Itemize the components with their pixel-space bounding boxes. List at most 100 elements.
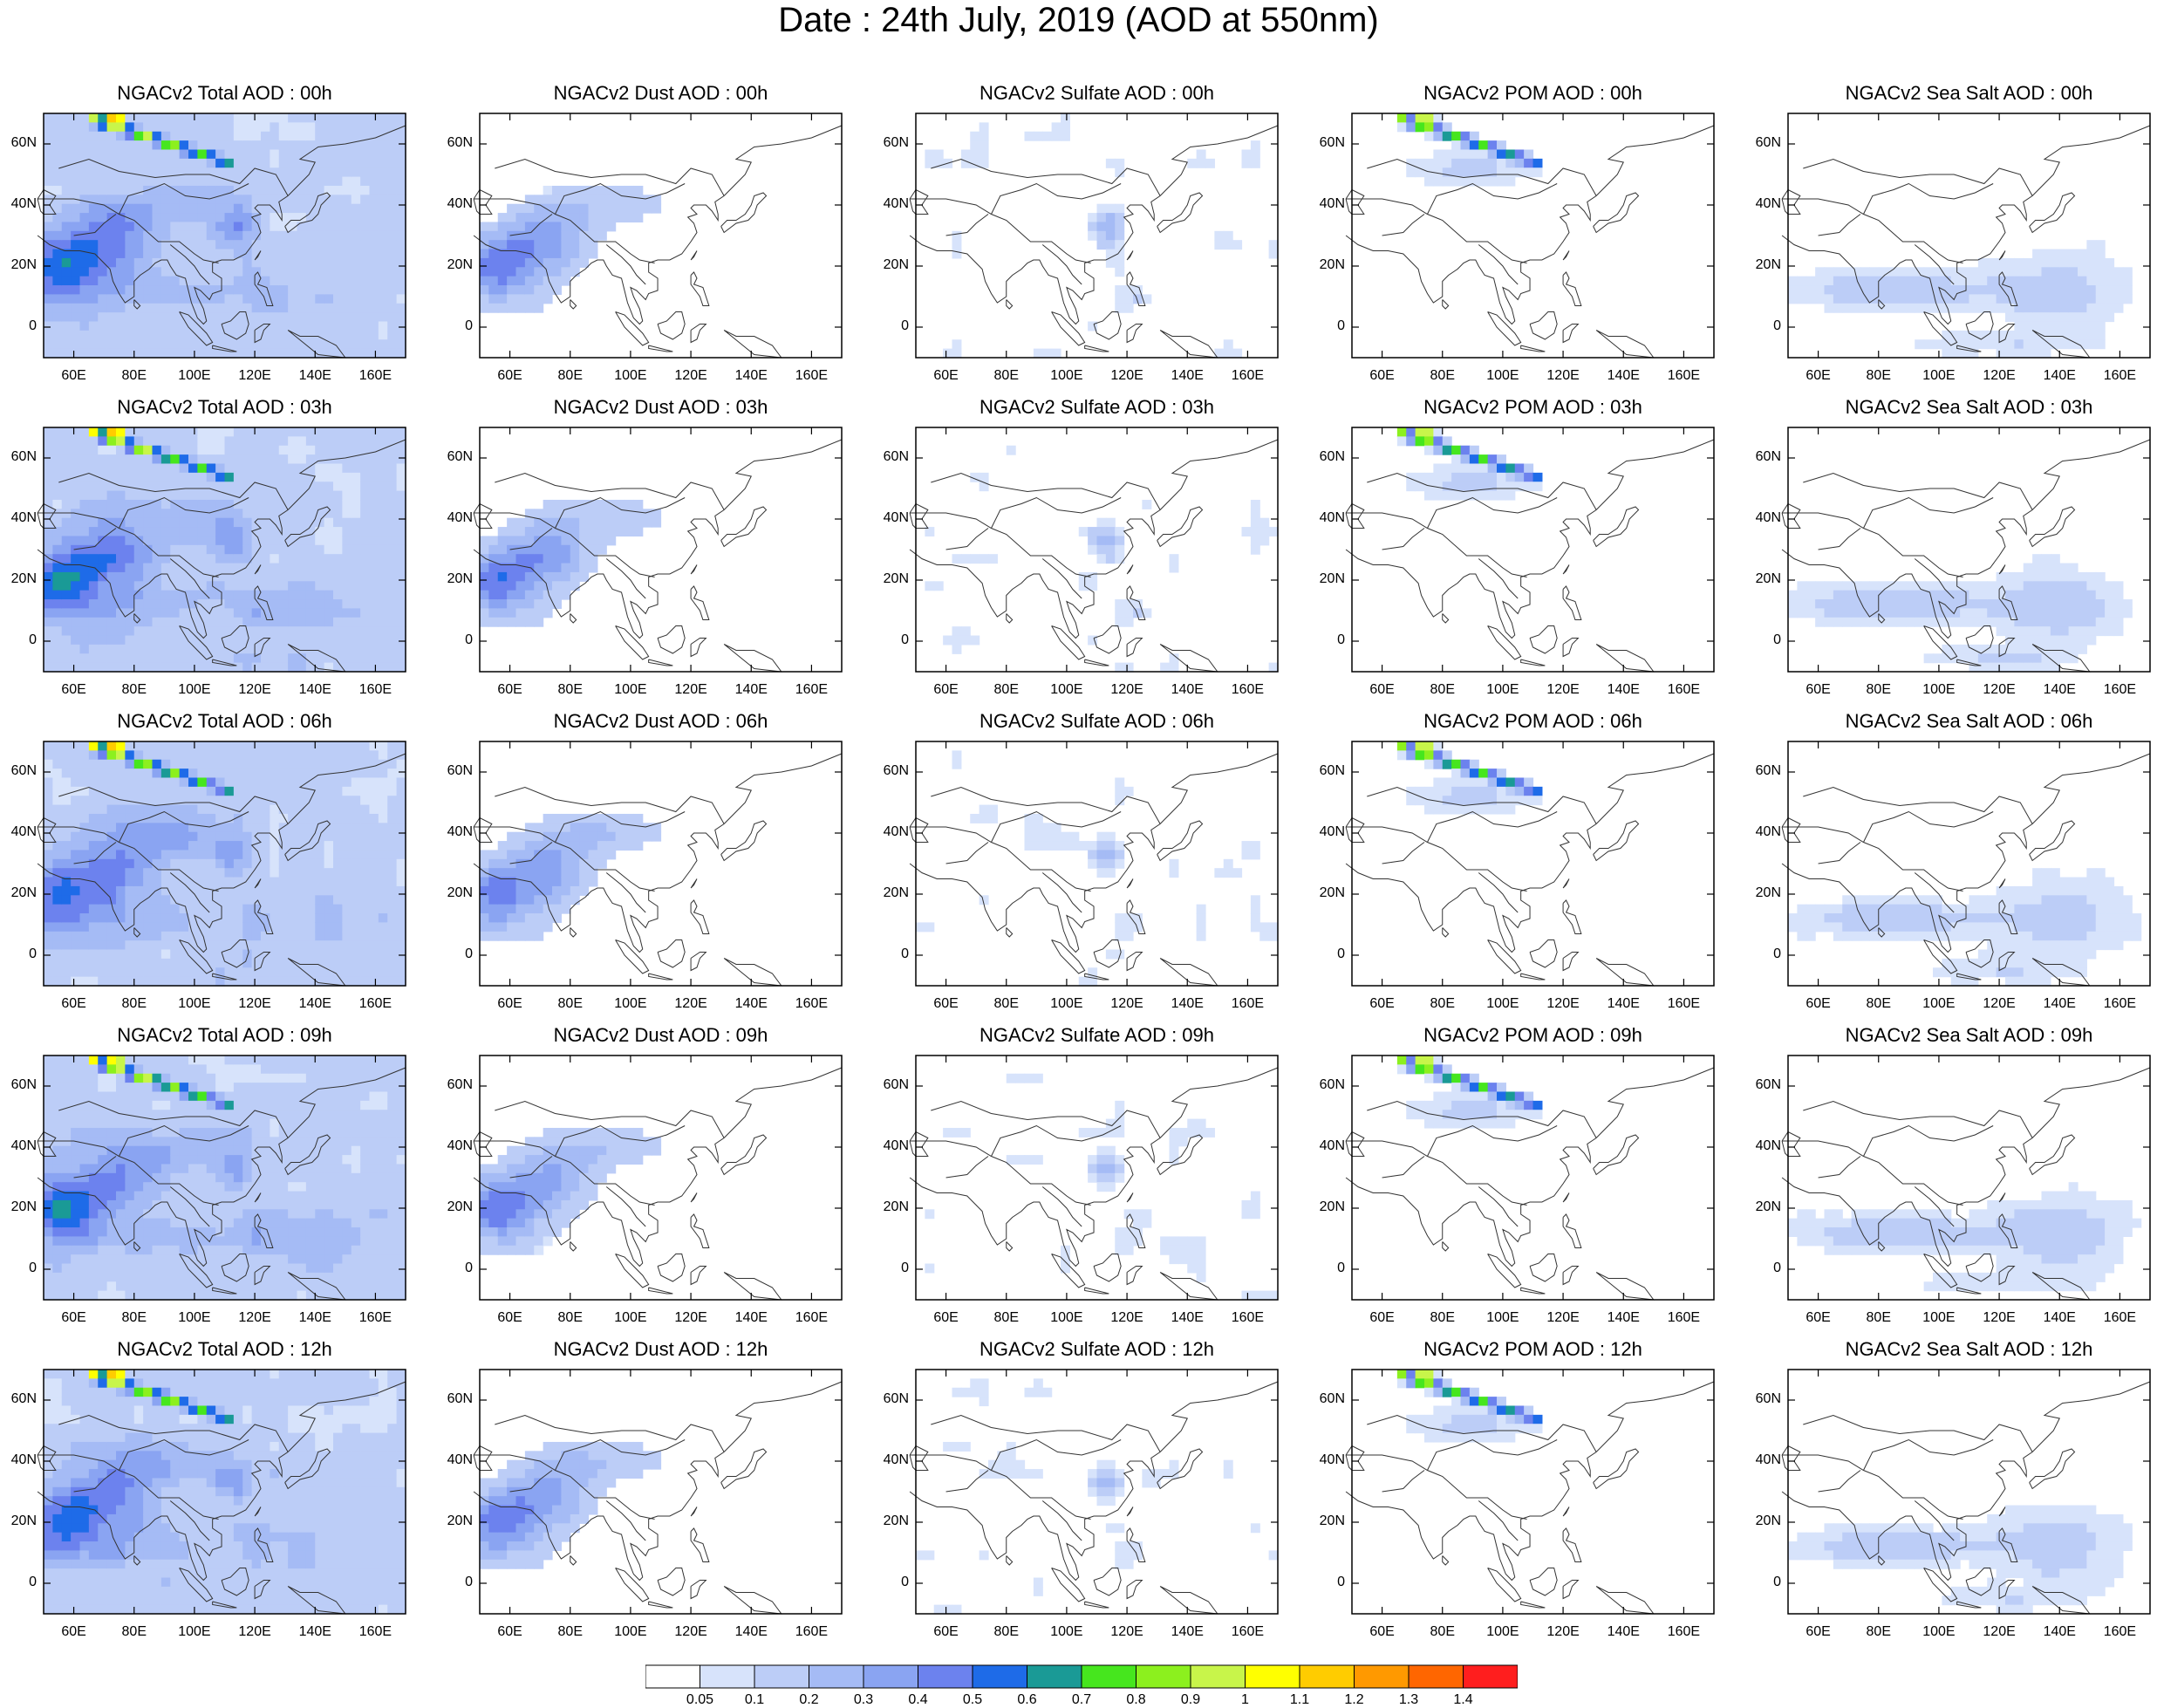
lat-tick-label: 40N <box>1746 510 1781 526</box>
axis-ticks <box>916 1056 1278 1300</box>
aod-field <box>1397 1056 1543 1129</box>
lon-tick-label: 140E <box>1606 996 1641 1012</box>
lon-tick-label: 100E <box>1049 996 1084 1012</box>
lon-tick-label: 140E <box>734 996 768 1012</box>
axis-ticks <box>1352 427 1714 672</box>
lon-tick-label: 120E <box>673 682 708 698</box>
lon-tick-label: 160E <box>358 368 392 384</box>
lat-tick-label: 40N <box>438 824 473 840</box>
lat-tick-label: 20N <box>1310 1199 1345 1215</box>
coastlines <box>1782 754 2150 986</box>
map-panel-pom <box>0 0 2157 1657</box>
lon-tick-label: 120E <box>673 996 708 1012</box>
lon-tick-label: 140E <box>2042 368 2077 384</box>
panel-title: NGACv2 Sea Salt AOD : 03h <box>1788 396 2150 419</box>
lat-tick-label: 0 <box>874 946 909 962</box>
axis-ticks <box>916 427 1278 672</box>
lon-tick-label: 160E <box>2102 1624 2137 1640</box>
map-frame <box>44 427 406 672</box>
lon-tick-label: 120E <box>1109 996 1144 1012</box>
lat-tick-label: 20N <box>1746 257 1781 273</box>
lon-tick-label: 140E <box>734 682 768 698</box>
map-panel-pom <box>0 0 2157 1657</box>
lon-tick-label: 60E <box>929 682 964 698</box>
lat-tick-label: 20N <box>1310 1513 1345 1529</box>
lon-tick-label: 140E <box>1606 682 1641 698</box>
lon-tick-label: 140E <box>1606 368 1641 384</box>
lon-tick-label: 100E <box>177 1624 212 1640</box>
lat-tick-label: 0 <box>2 318 37 334</box>
lat-tick-label: 20N <box>2 1513 37 1529</box>
lon-tick-label: 100E <box>613 368 648 384</box>
lon-tick-label: 100E <box>1485 1624 1520 1640</box>
lon-tick-label: 80E <box>989 996 1024 1012</box>
map-frame <box>916 1056 1278 1300</box>
lon-tick-label: 160E <box>794 368 829 384</box>
lat-tick-label: 60N <box>1310 1077 1345 1093</box>
map-panel-seasalt <box>0 0 2157 1657</box>
lon-tick-label: 120E <box>1546 1624 1580 1640</box>
panel-title: NGACv2 POM AOD : 09h <box>1352 1024 1714 1047</box>
lon-tick-label: 160E <box>1230 996 1265 1012</box>
lon-tick-label: 60E <box>493 682 528 698</box>
lon-tick-label: 80E <box>117 368 152 384</box>
colorbar-swatch <box>1300 1665 1355 1688</box>
lat-tick-label: 0 <box>438 946 473 962</box>
panel-title: NGACv2 Sea Salt AOD : 00h <box>1788 82 2150 105</box>
axis-ticks <box>916 113 1278 358</box>
map-panel-seasalt <box>0 0 2157 1657</box>
map-frame <box>1352 427 1714 672</box>
lat-tick-label: 40N <box>874 1138 909 1154</box>
lon-tick-label: 160E <box>2102 368 2137 384</box>
lon-tick-label: 140E <box>734 1310 768 1326</box>
map-frame <box>916 741 1278 986</box>
lat-tick-label: 40N <box>438 196 473 212</box>
colorbar-swatch <box>1027 1665 1082 1688</box>
lon-tick-label: 80E <box>989 1624 1024 1640</box>
lat-tick-label: 40N <box>1310 1138 1345 1154</box>
lat-tick-label: 40N <box>874 196 909 212</box>
coastlines <box>38 1068 406 1300</box>
lon-tick-label: 60E <box>929 1310 964 1326</box>
lon-tick-label: 140E <box>2042 1624 2077 1640</box>
map-panel-total <box>0 0 2157 1657</box>
lat-tick-label: 20N <box>1746 1513 1781 1529</box>
lon-tick-label: 160E <box>358 1624 392 1640</box>
panel-title: NGACv2 Sulfate AOD : 09h <box>916 1024 1278 1047</box>
axis-ticks <box>480 741 842 986</box>
lon-tick-label: 140E <box>1170 682 1205 698</box>
lat-tick-label: 0 <box>2 946 37 962</box>
lat-tick-label: 40N <box>2 1452 37 1468</box>
lon-tick-label: 120E <box>237 682 272 698</box>
axis-ticks <box>916 1370 1278 1614</box>
lon-tick-label: 60E <box>493 1624 528 1640</box>
lon-tick-label: 120E <box>1109 1624 1144 1640</box>
panel-title: NGACv2 POM AOD : 12h <box>1352 1338 1714 1361</box>
lat-tick-label: 20N <box>1746 1199 1781 1215</box>
aod-field <box>916 750 1279 986</box>
axis-ticks <box>1788 1056 2150 1300</box>
lon-tick-label: 80E <box>117 996 152 1012</box>
map-panel-seasalt <box>0 0 2157 1657</box>
aod-field <box>44 1370 406 1615</box>
lat-tick-label: 40N <box>438 1138 473 1154</box>
lon-tick-label: 120E <box>1982 1624 2017 1640</box>
lon-tick-label: 100E <box>1485 996 1520 1012</box>
lat-tick-label: 60N <box>438 1391 473 1407</box>
lon-tick-label: 100E <box>1049 368 1084 384</box>
aod-field <box>1397 427 1543 501</box>
lat-tick-label: 40N <box>2 1138 37 1154</box>
lon-tick-label: 120E <box>1546 1310 1580 1326</box>
lon-tick-label: 60E <box>1801 1624 1836 1640</box>
lon-tick-label: 80E <box>553 368 588 384</box>
lon-tick-label: 120E <box>1109 682 1144 698</box>
panel-title: NGACv2 Sulfate AOD : 12h <box>916 1338 1278 1361</box>
colorbar-tick-label: 0.4 <box>908 1692 927 1708</box>
lon-tick-label: 120E <box>1546 996 1580 1012</box>
lon-tick-label: 120E <box>1546 682 1580 698</box>
coastlines <box>1346 126 1714 358</box>
coastlines <box>38 1382 406 1614</box>
lon-tick-label: 160E <box>1666 996 1701 1012</box>
lon-tick-label: 60E <box>1365 1310 1400 1326</box>
coastlines <box>38 126 406 358</box>
